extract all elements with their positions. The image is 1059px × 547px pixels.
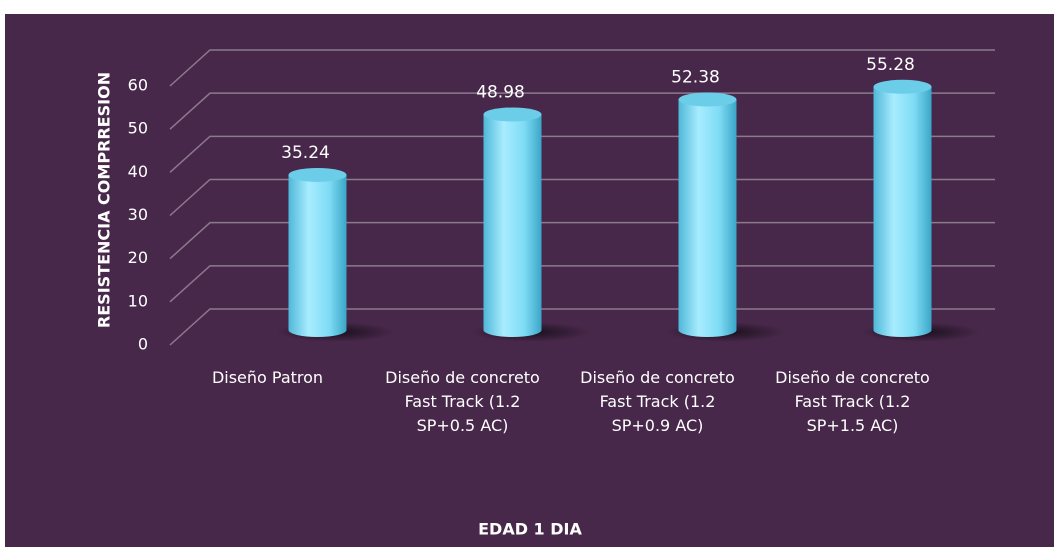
x-axis-title: EDAD 1 DIA [478,520,582,539]
y-tick-label: 40 [128,162,148,181]
x-tick-label-box: Diseño de concreto Fast Track (1.2 SP+0.… [385,368,540,435]
bar [288,174,347,338]
x-tick-label: Diseño Patron [211,368,324,387]
value-label: 48.98 [476,82,525,102]
bar-top [678,92,737,107]
y-tick-label: 60 [128,76,148,95]
bar [678,99,737,338]
x-tick-label-box: Diseño de concreto Fast Track (1.2 SP+1.… [775,368,930,435]
value-label: 35.24 [281,143,330,163]
x-tick-label-box: Diseño de concreto Fast Track (1.2 SP+0.… [580,368,735,435]
x-tick-label: Diseño de concreto Fast Track (1.2 SP+0.… [580,368,735,435]
grid-line [169,49,995,87]
x-tick-label-box: Diseño Patron [211,368,324,387]
bar [873,86,932,338]
y-tick-label: 0 [138,335,148,354]
value-label: 52.38 [671,68,720,88]
y-axis-title: RESISTENCIA COMPRRESION [95,72,114,328]
bar-top [873,79,932,94]
y-tick-label: 20 [128,248,148,267]
bar [483,114,542,338]
y-tick-label: 50 [128,119,148,138]
x-tick-label: Diseño de concreto Fast Track (1.2 SP+0.… [385,368,540,435]
x-tick-label: Diseño de concreto Fast Track (1.2 SP+1.… [775,368,930,435]
value-label: 55.28 [866,55,915,75]
grid-line [169,92,995,130]
y-tick-label: 30 [128,205,148,224]
bar-top [288,167,347,182]
bar-top [483,107,542,122]
y-tick-label: 10 [128,291,148,310]
